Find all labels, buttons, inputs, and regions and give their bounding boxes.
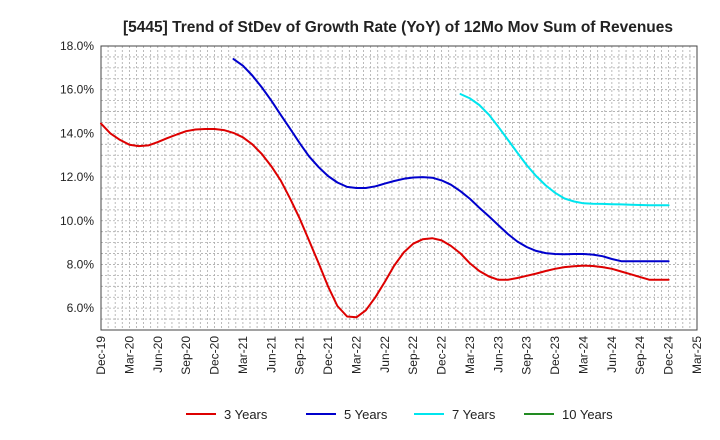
- x-tick-label: Sep-20: [179, 336, 193, 375]
- series-line-7-years: [459, 93, 670, 207]
- series-layer: [100, 58, 670, 319]
- x-tick-label: Dec-19: [94, 336, 108, 375]
- y-tick-label: 16.0%: [60, 83, 94, 97]
- x-tick-label: Jun-22: [378, 336, 392, 373]
- x-tick-label: Jun-23: [491, 336, 505, 373]
- x-tick-label: Sep-21: [293, 336, 307, 375]
- y-tick-label: 18.0%: [60, 39, 94, 53]
- x-tick-label: Jun-24: [605, 336, 619, 373]
- x-tick-label: Mar-20: [122, 336, 136, 374]
- chart-title: [5445] Trend of StDev of Growth Rate (Yo…: [123, 19, 673, 36]
- y-tick-label: 14.0%: [60, 126, 94, 140]
- x-tick-label: Mar-25: [690, 336, 704, 374]
- legend-label-3-years[interactable]: 3 Years: [224, 407, 268, 422]
- series-line-5-years: [232, 58, 670, 263]
- x-tick-label: Mar-22: [349, 336, 363, 374]
- x-tick-label: Dec-23: [548, 336, 562, 375]
- x-tick-label: Dec-21: [321, 336, 335, 375]
- x-tick-label: Dec-22: [435, 336, 449, 375]
- x-tick-label: Mar-24: [576, 336, 590, 374]
- legend-label-7-years[interactable]: 7 Years: [452, 407, 496, 422]
- y-tick-label: 10.0%: [60, 214, 94, 228]
- y-tick-label: 12.0%: [60, 170, 94, 184]
- x-tick-label: Sep-23: [520, 336, 534, 375]
- x-tick-label: Sep-22: [406, 336, 420, 375]
- legend-layer[interactable]: 3 Years 5 Years 7 Years 10 Years: [186, 407, 613, 422]
- legend-label-10-years[interactable]: 10 Years: [562, 407, 613, 422]
- grid-layer: [101, 46, 697, 330]
- x-tick-label: Dec-24: [662, 336, 676, 375]
- y-tick-label: 6.0%: [67, 301, 95, 315]
- y-tick-label: 8.0%: [67, 257, 95, 271]
- x-tick-label: Dec-20: [208, 336, 222, 375]
- x-tick-label: Mar-23: [463, 336, 477, 374]
- x-tick-label: Mar-21: [236, 336, 250, 374]
- x-tick-label: Jun-21: [264, 336, 278, 373]
- plot-frame: [100, 45, 698, 331]
- legend-label-5-years[interactable]: 5 Years: [344, 407, 388, 422]
- series-line-3-years: [100, 122, 670, 319]
- x-tick-label: Jun-20: [151, 336, 165, 373]
- axis-layer: 6.0% 8.0% 10.0% 12.0% 14.0% 16.0% 18.0% Dec-19 M…: [60, 39, 704, 375]
- x-tick-label: Sep-24: [633, 336, 647, 375]
